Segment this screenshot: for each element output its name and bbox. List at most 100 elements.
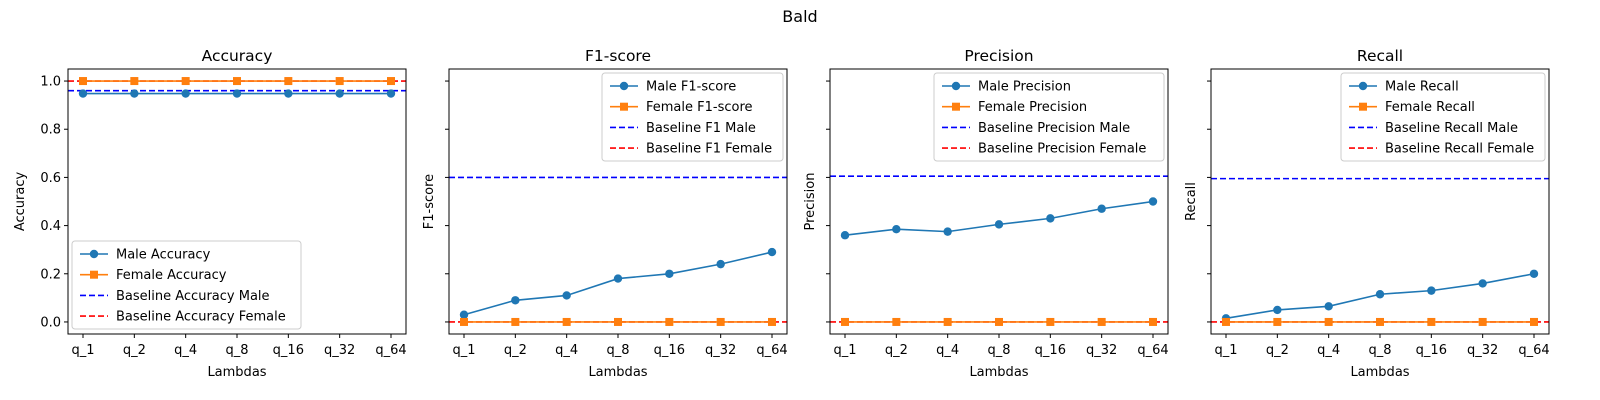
data-point-male: [562, 291, 571, 300]
data-point-female: [614, 317, 622, 326]
y-tick-label: 0.2: [40, 267, 61, 282]
data-point-female: [841, 317, 849, 326]
x-tick-label: q_2: [885, 343, 908, 358]
legend-label: Baseline F1 Female: [646, 142, 772, 157]
data-point-female: [1427, 317, 1436, 326]
data-point-female: [1324, 317, 1333, 326]
x-tick-label: q_1: [1214, 343, 1237, 358]
data-point-female: [460, 317, 468, 326]
data-point-female: [562, 317, 571, 326]
data-point-female: [284, 77, 293, 86]
data-point-female: [768, 317, 776, 326]
legend-label: Baseline Recall Female: [1385, 142, 1534, 157]
data-point-male: [716, 259, 725, 269]
plot-area-frame: [1210, 68, 1550, 335]
legend-label: Male F1-score: [646, 80, 736, 95]
data-point-female: [1478, 317, 1487, 326]
data-point-female: [130, 77, 139, 86]
data-point-female: [1222, 317, 1230, 326]
subplot-0: Accuracy 0.0 0.2 0.4 0.6 0.8 1.0 q_1 q_2 q_4 q_8 q_…: [13, 47, 407, 380]
x-tick-label: q_8: [606, 343, 629, 358]
data-point-male: [232, 89, 242, 98]
data-point-female: [943, 317, 952, 326]
x-tick-label: q_64: [375, 343, 406, 358]
legend-label: Baseline Recall Male: [1385, 121, 1518, 136]
data-point-female: [665, 317, 674, 326]
legend-label: Female Precision: [978, 100, 1087, 115]
legend-marker-square: [620, 102, 628, 111]
y-tick-label: 0.8: [40, 123, 61, 138]
y-tick-label: 0.4: [40, 219, 61, 234]
legend: Male F1-score Female F1-score Baseline F1 …: [601, 72, 784, 162]
x-tick-label: q_64: [1518, 343, 1549, 358]
data-point-male: [386, 89, 396, 98]
x-tick-label: q_4: [936, 343, 959, 358]
plot-area-frame: [448, 68, 788, 335]
x-tick-label: q_4: [174, 343, 197, 358]
legend-marker-circle: [619, 81, 629, 91]
subplot-title: F1-score: [585, 47, 651, 65]
x-tick-label: q_8: [225, 343, 248, 358]
legend-label: Female Recall: [1385, 100, 1475, 115]
data-point-male: [1148, 197, 1158, 206]
x-tick-label: q_2: [504, 343, 527, 358]
data-point-male: [1046, 214, 1055, 223]
data-point-female: [1530, 317, 1538, 326]
data-point-female: [1046, 317, 1055, 326]
subplot-title: Accuracy: [202, 47, 273, 65]
legend-marker-square: [952, 102, 960, 111]
data-point-male: [335, 89, 344, 98]
x-tick-label: q_64: [756, 343, 787, 358]
data-point-male: [892, 225, 901, 234]
y-axis-label: Accuracy: [13, 172, 28, 232]
x-tick-label: q_1: [833, 343, 856, 358]
legend: Male Recall Female Recall Baseline Recall …: [1340, 72, 1546, 162]
legend-label: Male Accuracy: [116, 248, 211, 263]
data-point-male: [1273, 305, 1282, 315]
data-point-male: [613, 274, 623, 283]
data-point-male: [1097, 204, 1106, 213]
legend-box: [601, 72, 784, 162]
data-point-male: [994, 220, 1004, 229]
data-point-male: [1375, 290, 1385, 299]
x-axis-label: Lambdas: [588, 365, 647, 380]
legend-label: Baseline Precision Female: [978, 142, 1146, 157]
data-point-male: [459, 310, 469, 319]
x-tick-label: q_1: [452, 343, 475, 358]
data-point-male: [130, 89, 139, 98]
x-tick-label: q_64: [1137, 343, 1168, 358]
data-point-female: [995, 317, 1003, 326]
x-tick-label: q_8: [1368, 343, 1391, 358]
subplot-1: F1-score q_1 q_2 q_4 q_8 q_16 q_32 q_64 Lambdas F…: [422, 47, 788, 380]
x-tick-label: q_8: [987, 343, 1010, 358]
data-point-female: [511, 317, 520, 326]
x-tick-label: q_16: [1416, 343, 1447, 358]
data-point-female: [1376, 317, 1384, 326]
legend-marker-circle: [89, 249, 99, 259]
x-tick-label: q_16: [1035, 343, 1066, 358]
subplot-title: Precision: [964, 47, 1033, 65]
legend-marker-circle: [1358, 81, 1368, 91]
data-point-female: [181, 77, 190, 86]
x-axis-label: Lambdas: [207, 365, 266, 380]
data-point-female: [1097, 317, 1106, 326]
x-tick-label: q_32: [324, 343, 355, 358]
y-tick-label: 0.6: [40, 171, 61, 186]
data-point-male: [840, 231, 850, 240]
data-point-male: [943, 227, 952, 236]
x-axis-label: Lambdas: [969, 365, 1028, 380]
legend-label: Male Recall: [1385, 80, 1459, 95]
x-axis-label: Lambdas: [1350, 365, 1409, 380]
data-point-female: [716, 317, 725, 326]
data-point-male: [511, 296, 520, 305]
x-tick-label: q_32: [705, 343, 736, 358]
legend-label: Baseline Accuracy Female: [116, 310, 286, 325]
plot-area-frame: [67, 68, 407, 335]
subplot-title: Recall: [1357, 47, 1403, 65]
data-point-female: [1273, 317, 1282, 326]
legend-label: Female Accuracy: [116, 268, 227, 283]
y-axis-label: Recall: [1184, 182, 1199, 221]
data-point-male: [284, 89, 293, 98]
